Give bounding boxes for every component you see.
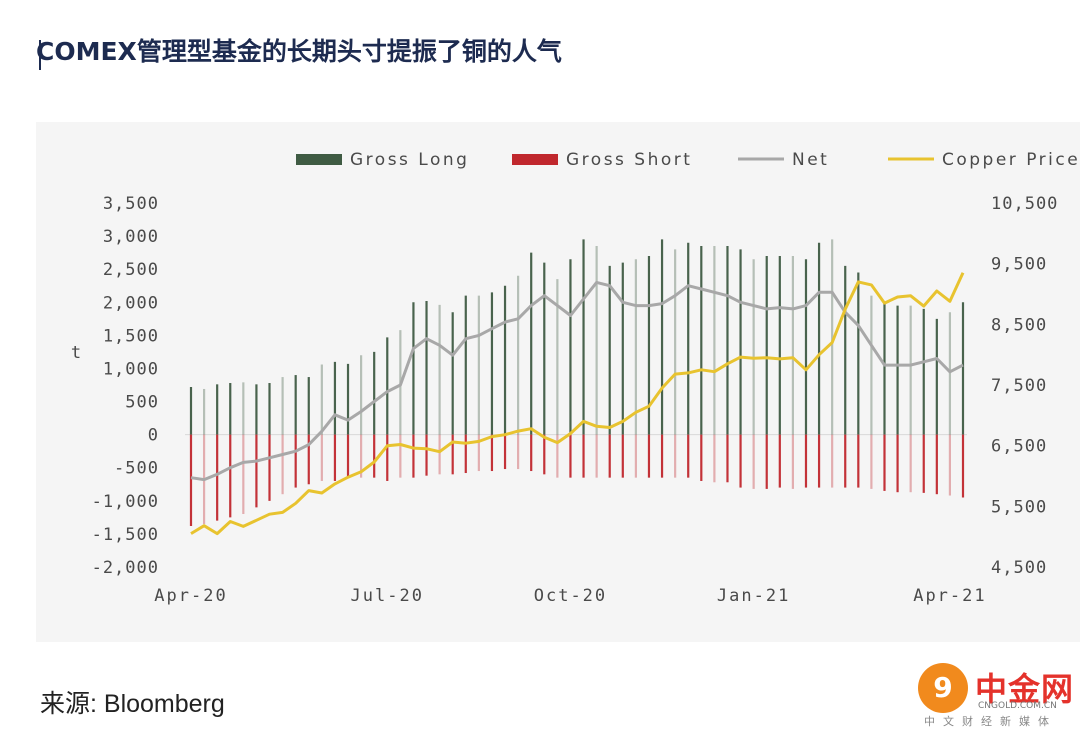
legend-item: Net [738,150,829,170]
right-axis-tick-label: 9,500 [991,255,1047,275]
legend-item: Gross Short [512,150,692,170]
x-axis-tick-label: Apr-20 [154,586,227,606]
right-axis-tick-label: 7,500 [991,376,1047,396]
right-axis-tick-label: 5,500 [991,497,1047,517]
legend-item: Copper Price [888,150,1080,170]
right-axis-tick-label: 4,500 [991,558,1047,578]
left-axis-tick-label: 3,000 [103,227,159,247]
x-axis-tick-label: Jan-21 [717,586,790,606]
watermark-subtitle: 中文财经新媒体 [924,715,1057,728]
left-axis-tick-label: 3,500 [103,194,159,214]
watermark-url: CNGOLD.COM.CN [978,701,1057,711]
legend-item: Gross Long [296,150,469,170]
left-axis-label: t [71,343,81,363]
legend-label: Net [792,150,829,170]
x-axis-tick-label: Apr-21 [913,586,986,606]
legend-swatch [512,154,558,165]
left-axis-tick-label: 1,000 [103,359,159,379]
legend-swatch [296,154,342,165]
net-line [190,280,964,482]
source-note: 来源: Bloomberg [40,690,225,718]
chart-panel: 3,500 3,000 2,500 2,000 1,500 1,000 500 0 -500 -1… [36,122,1080,642]
legend-label: Copper Price [942,150,1080,170]
text-cursor [39,40,41,70]
right-axis-tick-label: 8,500 [991,315,1047,335]
page-title: COMEX管理型基金的长期头寸提振了铜的人气 [36,37,562,66]
left-axis-tick-label: -2,000 [92,558,159,578]
legend-label: Gross Long [350,150,469,170]
left-axis-tick-label: -500 [114,459,159,479]
left-axis-tick-label: 0 [148,426,159,446]
copper-price-line [190,272,965,536]
copper-positioning-chart: 3,500 3,000 2,500 2,000 1,500 1,000 500 0 -500 -1… [71,150,1080,606]
left-axis-tick-label: -1,000 [92,492,159,512]
watermark-name: 中金网 [975,670,1075,708]
right-axis-tick-label: 10,500 [991,194,1058,214]
x-axis-tick-label: Oct-20 [534,586,607,606]
legend-label: Gross Short [566,150,692,170]
left-axis-tick-label: -1,500 [92,525,159,545]
left-axis-tick-label: 2,000 [103,293,159,313]
x-axis-tick-label: Jul-20 [351,586,424,606]
left-axis-tick-label: 2,500 [103,260,159,280]
cngold-logo-icon: 9 [918,663,968,713]
left-axis-tick-label: 500 [125,393,159,413]
left-axis-tick-label: 1,500 [103,326,159,346]
right-axis-tick-label: 6,500 [991,437,1047,457]
